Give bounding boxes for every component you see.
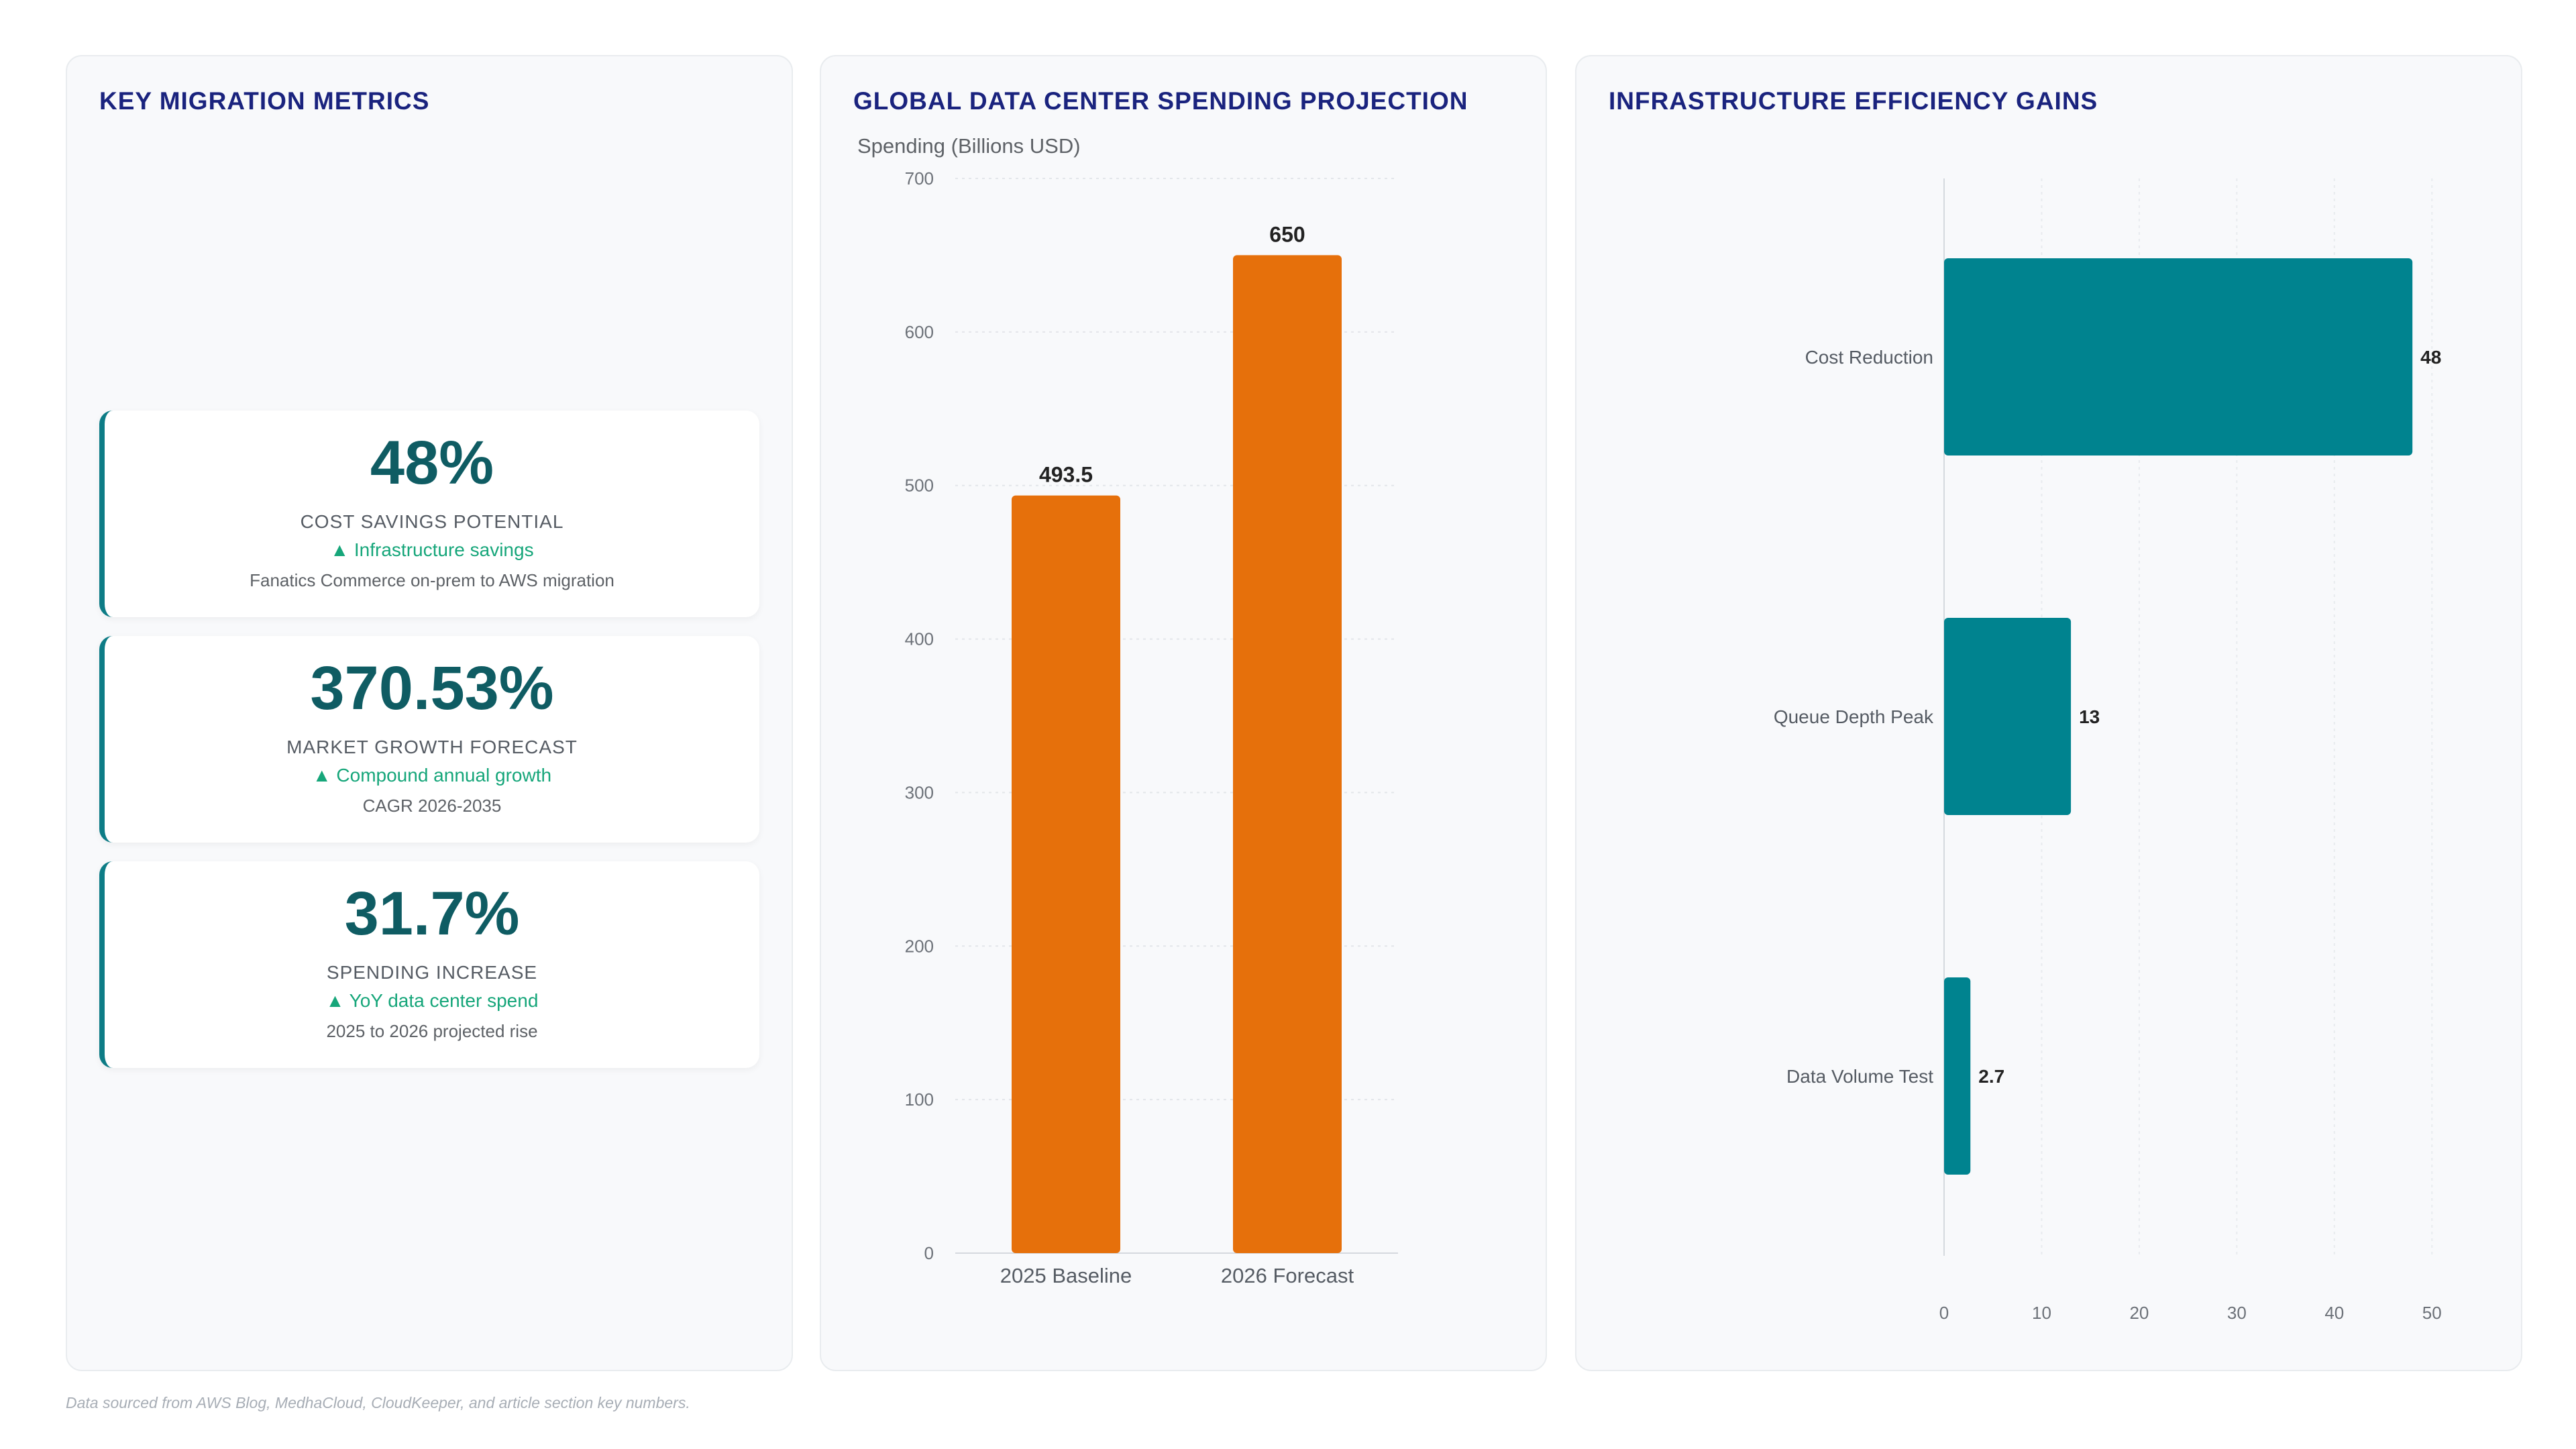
- metric-card-spending-increase: 31.7% SPENDING INCREASE ▲ YoY data cente…: [99, 861, 759, 1068]
- y-tick-label: 600: [905, 322, 934, 342]
- y-tick-label: 100: [905, 1089, 934, 1110]
- y-tick-label: 300: [905, 782, 934, 802]
- y-tick-label: 0: [924, 1243, 934, 1263]
- x-tick-label: 20: [2129, 1303, 2149, 1323]
- key-metrics-panel: KEY MIGRATION METRICS 48% COST SAVINGS P…: [66, 55, 793, 1371]
- x-tick-label: 0: [1939, 1303, 1949, 1323]
- y-tick-label: 700: [905, 168, 934, 189]
- metric-trend: ▲ Infrastructure savings: [330, 539, 534, 560]
- x-tick-label: 30: [2227, 1303, 2247, 1323]
- metric-note: CAGR 2026-2035: [362, 796, 502, 816]
- y-tick-label: Data Volume Test: [1786, 1066, 1933, 1087]
- efficiency-gains-panel: INFRASTRUCTURE EFFICIENCY GAINS 0 10 20 30 4…: [1575, 55, 2522, 1371]
- y-tick-label: 400: [905, 629, 934, 649]
- metric-trend: ▲ Compound annual growth: [312, 765, 552, 786]
- metric-label: COST SAVINGS POTENTIAL: [300, 511, 564, 532]
- bar: [1944, 977, 1971, 1175]
- metric-value: 31.7%: [344, 879, 520, 948]
- metric-label: SPENDING INCREASE: [326, 962, 538, 983]
- x-tick-label: 2026 Forecast: [1221, 1264, 1354, 1287]
- y-tick-label: 200: [905, 936, 934, 956]
- y-tick-label: Queue Depth Peak: [1774, 706, 1934, 727]
- data-label: 650: [1269, 222, 1305, 246]
- metric-label: MARKET GROWTH FORECAST: [286, 737, 578, 757]
- spending-projection-panel: GLOBAL DATA CENTER SPENDING PROJECTION S…: [820, 55, 1547, 1371]
- data-label: 2.7: [1978, 1066, 2004, 1087]
- metric-note: Fanatics Commerce on-prem to AWS migrati…: [250, 570, 614, 590]
- y-axis-title: Spending (Billions USD): [857, 134, 1081, 158]
- x-tick-label: 2025 Baseline: [1000, 1264, 1132, 1287]
- panel-title: INFRASTRUCTURE EFFICIENCY GAINS: [1609, 87, 2098, 115]
- bar: [1944, 258, 2413, 455]
- data-label: 13: [2079, 706, 2100, 727]
- data-label: 48: [2420, 347, 2441, 368]
- y-tick-label: 500: [905, 476, 934, 496]
- metric-note: 2025 to 2026 projected rise: [326, 1021, 538, 1041]
- metric-value: 48%: [370, 429, 494, 497]
- source-footnote: Data sourced from AWS Blog, MedhaCloud, …: [66, 1394, 690, 1411]
- panel-title: KEY MIGRATION METRICS: [99, 87, 430, 115]
- efficiency-bar-chart: 0 10 20 30 40 50 48 Cost Reduction 13 Queue Depth…: [1774, 178, 2442, 1323]
- data-label: 493.5: [1039, 463, 1093, 487]
- x-tick-label: 40: [2324, 1303, 2344, 1323]
- panel-title: GLOBAL DATA CENTER SPENDING PROJECTION: [853, 87, 1468, 115]
- metric-trend: ▲ YoY data center spend: [325, 990, 539, 1011]
- metric-card-cost-savings: 48% COST SAVINGS POTENTIAL ▲ Infrastruct…: [99, 411, 759, 617]
- y-tick-label: Cost Reduction: [1805, 347, 1933, 368]
- spending-bar-chart: 0 100 200 300 400 500 600 700 493.5 2025 Baseline…: [905, 168, 1398, 1287]
- bar: [1944, 618, 2072, 815]
- x-tick-label: 10: [2032, 1303, 2051, 1323]
- x-tick-label: 50: [2422, 1303, 2442, 1323]
- metric-card-market-growth: 370.53% MARKET GROWTH FORECAST ▲ Compoun…: [99, 636, 759, 843]
- bar: [1012, 495, 1120, 1253]
- bar: [1233, 255, 1342, 1253]
- metric-value: 370.53%: [310, 654, 554, 722]
